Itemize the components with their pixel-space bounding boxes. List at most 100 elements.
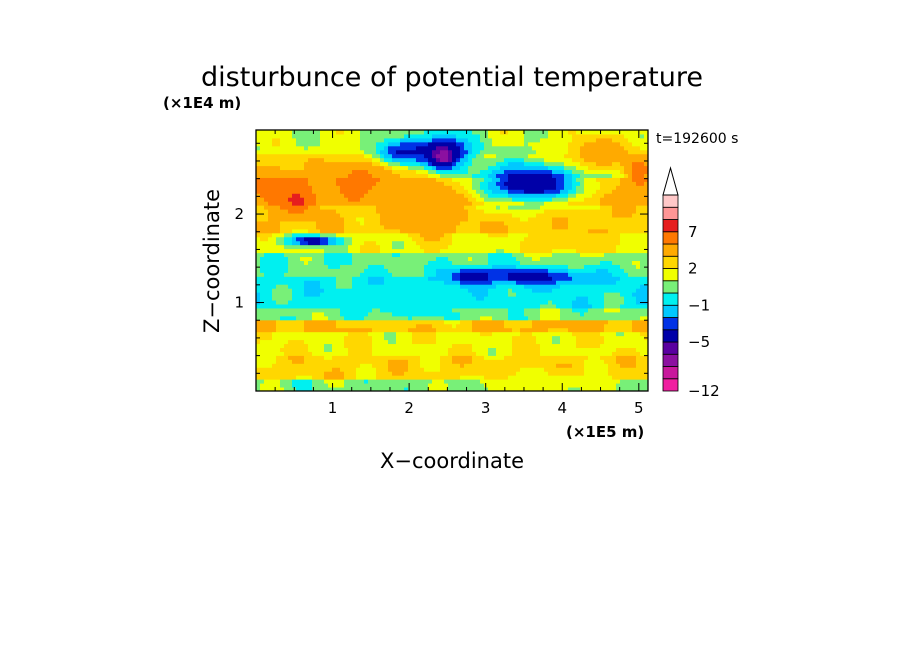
heatmap-cell xyxy=(532,319,537,325)
heatmap-cell xyxy=(344,319,349,325)
heatmap-cell xyxy=(264,375,269,380)
heatmap-cell xyxy=(456,264,461,269)
heatmap-cell xyxy=(352,292,357,297)
heatmap-cell xyxy=(460,264,465,269)
heatmap-cell xyxy=(392,363,397,368)
heatmap-cell xyxy=(324,157,329,163)
heatmap-cell xyxy=(532,130,537,135)
heatmap-cell xyxy=(492,149,497,155)
heatmap-cell xyxy=(408,272,413,277)
heatmap-cell xyxy=(340,197,345,202)
heatmap-cell xyxy=(296,141,301,147)
heatmap-cell xyxy=(492,133,497,139)
heatmap-cell xyxy=(360,359,365,364)
heatmap-cell xyxy=(288,307,293,313)
heatmap-cell xyxy=(540,347,545,352)
heatmap-cell xyxy=(544,284,549,289)
heatmap-cell xyxy=(328,359,333,364)
heatmap-cell xyxy=(552,268,557,273)
heatmap-cell xyxy=(496,209,501,214)
heatmap-cell xyxy=(360,252,365,258)
heatmap-cell xyxy=(352,161,357,167)
heatmap-cell xyxy=(404,248,409,254)
heatmap-cell xyxy=(496,327,501,333)
heatmap-cell xyxy=(528,260,533,265)
heatmap-cell xyxy=(436,130,441,135)
heatmap-cell xyxy=(548,153,553,159)
heatmap-cell xyxy=(408,220,413,226)
heatmap-cell xyxy=(556,363,561,368)
heatmap-cell xyxy=(456,220,461,226)
heatmap-cell xyxy=(332,363,337,368)
heatmap-cell xyxy=(344,141,349,147)
heatmap-cell xyxy=(412,165,417,171)
heatmap-cell xyxy=(264,307,269,313)
heatmap-cell xyxy=(408,149,413,155)
heatmap-cell xyxy=(520,331,525,337)
heatmap-cell xyxy=(324,213,329,218)
heatmap-cell xyxy=(288,264,293,269)
heatmap-cell xyxy=(268,153,273,159)
heatmap-cell xyxy=(292,315,297,321)
heatmap-cell xyxy=(484,177,489,182)
heatmap-cell xyxy=(352,137,357,143)
heatmap-cell xyxy=(548,173,553,178)
heatmap-cell xyxy=(540,133,545,139)
heatmap-cell xyxy=(400,197,405,202)
heatmap-cell xyxy=(376,331,381,337)
heatmap-cell xyxy=(480,173,485,178)
heatmap-cell xyxy=(340,228,345,234)
heatmap-cell xyxy=(300,323,305,329)
heatmap-cell xyxy=(260,137,265,143)
heatmap-cell xyxy=(300,319,305,325)
heatmap-cell xyxy=(544,141,549,147)
heatmap-cell xyxy=(416,292,421,297)
heatmap-cell xyxy=(260,319,265,325)
heatmap-cell xyxy=(332,228,337,234)
heatmap-cell xyxy=(528,185,533,190)
heatmap-cell xyxy=(464,232,469,238)
heatmap-cell xyxy=(420,331,425,337)
heatmap-cell xyxy=(308,228,313,234)
heatmap-cell xyxy=(312,319,317,325)
heatmap-cell xyxy=(360,141,365,147)
heatmap-cell xyxy=(392,133,397,139)
heatmap-cell xyxy=(304,137,309,143)
heatmap-cell xyxy=(300,141,305,147)
heatmap-cell xyxy=(472,165,477,171)
heatmap-cell xyxy=(556,323,561,329)
heatmap-cell xyxy=(488,220,493,226)
heatmap-cell xyxy=(532,276,537,281)
heatmap-cell xyxy=(292,189,297,194)
heatmap-cell xyxy=(424,244,429,250)
heatmap-cell xyxy=(296,209,301,214)
heatmap-cell xyxy=(544,383,549,388)
heatmap-cell xyxy=(348,213,353,218)
heatmap-cell xyxy=(412,213,417,218)
heatmap-cell xyxy=(396,276,401,281)
heatmap-cell xyxy=(292,133,297,139)
heatmap-cell xyxy=(296,145,301,151)
heatmap-cell xyxy=(412,315,417,321)
heatmap-cell xyxy=(528,351,533,356)
heatmap-cell xyxy=(432,220,437,226)
heatmap-cell xyxy=(536,268,541,273)
heatmap-cell xyxy=(448,232,453,238)
heatmap-cell xyxy=(544,363,549,368)
heatmap-cell xyxy=(552,220,557,226)
heatmap-cell xyxy=(260,292,265,297)
heatmap-cell xyxy=(352,304,357,309)
heatmap-cell xyxy=(452,228,457,234)
heatmap-cell xyxy=(388,193,393,198)
heatmap-cell xyxy=(444,224,449,230)
heatmap-cell xyxy=(356,217,361,222)
heatmap-cell xyxy=(376,280,381,285)
heatmap-cell xyxy=(336,323,341,329)
heatmap-cell xyxy=(400,351,405,356)
heatmap-cell xyxy=(404,165,409,171)
heatmap-cell xyxy=(356,331,361,337)
heatmap-cell xyxy=(332,296,337,301)
heatmap-cell xyxy=(300,264,305,269)
heatmap-cell xyxy=(380,165,385,171)
heatmap-cell xyxy=(392,145,397,151)
